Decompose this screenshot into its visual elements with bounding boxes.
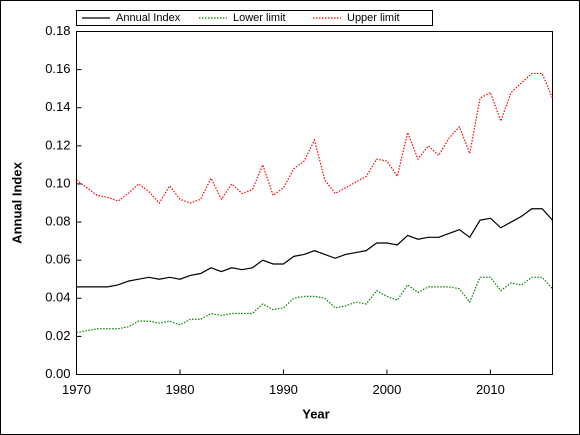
series-line <box>76 72 554 205</box>
y-tick-label: 0.02 <box>45 328 70 343</box>
x-tick-label: 1970 <box>62 382 91 397</box>
series-line <box>76 276 553 334</box>
x-tick-label: 2000 <box>372 382 401 397</box>
y-tick-label: 0.00 <box>45 366 70 381</box>
plot-area <box>76 31 553 375</box>
legend-box <box>76 10 433 26</box>
x-tick-label: 1980 <box>166 382 195 397</box>
legend-label: Lower limit <box>233 12 286 24</box>
x-tick-label: 1990 <box>269 382 298 397</box>
y-tick-label: 0.14 <box>45 99 70 114</box>
y-axis-label: Annual Index <box>9 161 24 243</box>
x-axis-label: Year <box>302 406 329 421</box>
y-tick-label: 0.10 <box>45 175 70 190</box>
y-tick-label: 0.04 <box>45 290 70 305</box>
y-tick-label: 0.16 <box>45 61 70 76</box>
y-tick-label: 0.08 <box>45 213 70 228</box>
legend-label: Annual Index <box>116 12 181 24</box>
y-tick-label: 0.12 <box>45 137 70 152</box>
y-tick-label: 0.06 <box>45 252 70 267</box>
legend-label: Upper limit <box>347 12 400 24</box>
y-tick-label: 0.18 <box>45 23 70 38</box>
x-tick-label: 2010 <box>476 382 505 397</box>
series-line <box>76 208 553 288</box>
